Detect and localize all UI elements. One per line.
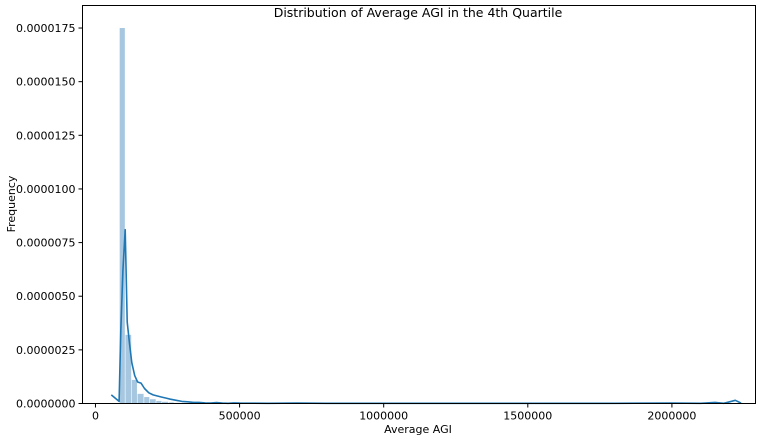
y-tick-label: 0.0000075	[16, 237, 76, 250]
histogram-bar	[149, 399, 156, 404]
y-tick-label: 0.0000175	[16, 22, 76, 35]
x-tick-label: 1500000	[503, 410, 552, 423]
histogram-bar	[119, 28, 125, 404]
y-axis-ticks: 0.0000000 0.0000025 0.0000050 0.0000075 0.00…	[16, 22, 83, 411]
histogram-bar	[131, 379, 137, 404]
x-axis-label: Average AGI	[384, 423, 452, 436]
y-tick-label: 0.0000050	[16, 290, 76, 303]
histogram-bar	[137, 393, 144, 404]
y-tick-label: 0.0000000	[16, 398, 76, 411]
plot-frame	[82, 5, 756, 404]
y-tick-label: 0.0000150	[16, 76, 76, 89]
histogram-bars	[119, 28, 181, 404]
y-axis-label: Frequency	[5, 175, 18, 232]
kde-line	[110, 228, 742, 405]
x-tick-label: 1000000	[359, 410, 408, 423]
histogram-bar	[144, 397, 150, 404]
histogram-bar	[125, 334, 132, 404]
chart-title: Distribution of Average AGI in the 4th Q…	[274, 5, 563, 20]
x-tick-label: 2000000	[647, 410, 696, 423]
histogram-bar	[168, 402, 174, 404]
x-tick-label: 0	[92, 410, 99, 423]
y-tick-label: 0.0000025	[16, 344, 76, 357]
y-tick-label: 0.0000100	[16, 183, 76, 196]
x-tick-label: 500000	[219, 410, 261, 423]
y-tick-label: 0.0000125	[16, 129, 76, 142]
x-axis-ticks: 0 500000 1000000 1500000 2000000	[92, 403, 696, 423]
histogram-bar	[156, 400, 162, 404]
histogram-bar	[162, 401, 169, 404]
